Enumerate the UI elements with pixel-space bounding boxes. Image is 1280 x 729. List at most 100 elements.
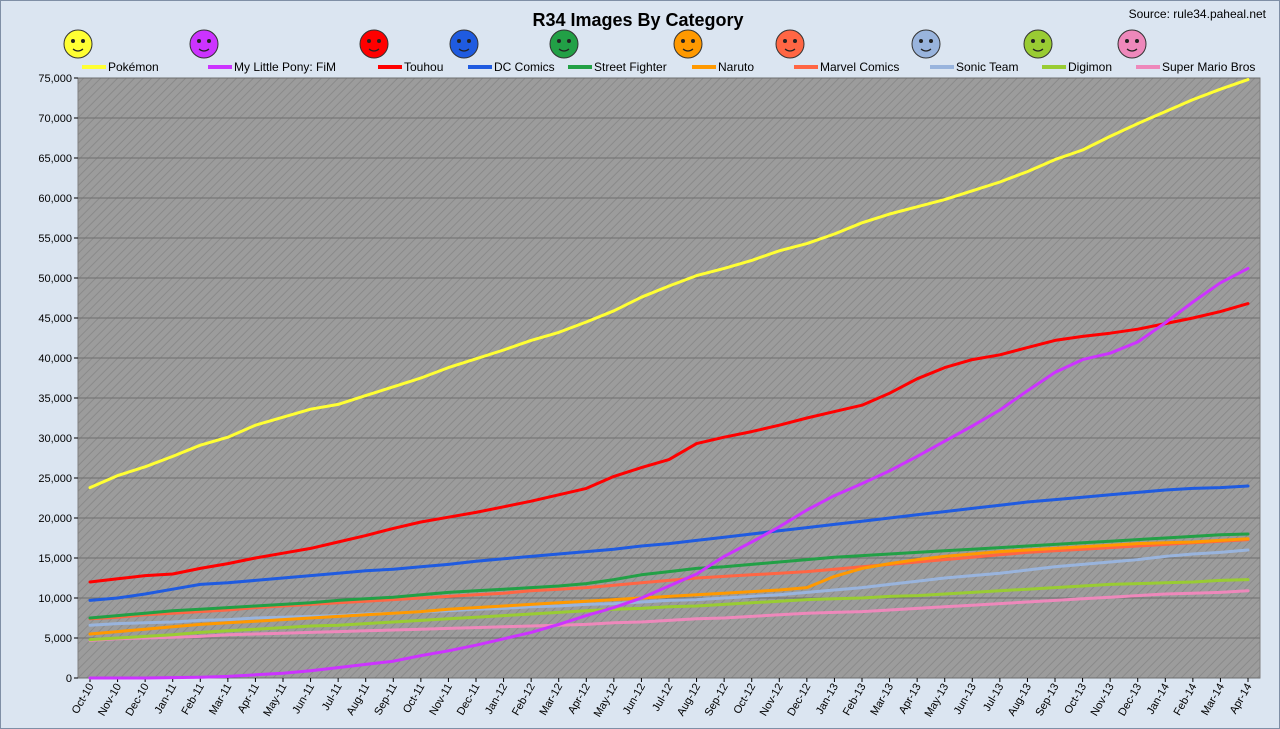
legend-item-super-mario-bros[interactable]: Super Mario Bros bbox=[1117, 29, 1255, 74]
series-line-pok-mon bbox=[88, 78, 1250, 490]
x-tick-label: Feb-14 bbox=[1172, 682, 1200, 718]
x-tick-label: Feb-13 bbox=[841, 682, 869, 718]
x-tick-label: Jun-11 bbox=[290, 682, 317, 716]
x-tick-label: Dec-11 bbox=[455, 682, 483, 718]
series-line-digimon bbox=[88, 578, 1250, 642]
series-line-dc-comics bbox=[88, 484, 1250, 602]
x-tick-label: Jan-14 bbox=[1145, 682, 1172, 717]
x-tick-label: Oct-10 bbox=[70, 682, 97, 717]
y-tick-label: 20,000 bbox=[38, 513, 72, 525]
x-tick-label: Jan-13 bbox=[814, 682, 841, 717]
x-tick-label: Nov-10 bbox=[96, 682, 124, 719]
y-tick-label: 5,000 bbox=[44, 633, 72, 645]
x-tick-label: Jun-13 bbox=[952, 682, 979, 717]
gridlines bbox=[78, 77, 1260, 679]
legend-label: Pokémon bbox=[108, 60, 159, 74]
x-tick-label: Oct-13 bbox=[1062, 682, 1089, 717]
legend-label: Super Mario Bros bbox=[1162, 60, 1255, 74]
legend-label: Digimon bbox=[1068, 60, 1112, 74]
series-line-street-fighter bbox=[88, 532, 1250, 620]
y-tick-label: 10,000 bbox=[38, 593, 72, 605]
legend-item-my-little-pony-fim[interactable]: My Little Pony: FiM bbox=[189, 29, 336, 74]
x-tick-label: Nov-12 bbox=[758, 682, 786, 719]
x-tick-label: Aug-13 bbox=[1006, 682, 1034, 719]
legend-item-naruto[interactable]: Naruto bbox=[673, 29, 754, 74]
peach-icon bbox=[1117, 29, 1147, 59]
x-tick-label: Sep-11 bbox=[372, 682, 400, 718]
legend-item-touhou[interactable]: Touhou bbox=[359, 29, 443, 74]
plot-area bbox=[77, 77, 1261, 679]
series-line-naruto bbox=[88, 537, 1250, 636]
legend-item-sonic-team[interactable]: Sonic Team bbox=[911, 29, 1018, 74]
sonic-icon bbox=[911, 29, 941, 59]
x-tick-label: Apr-14 bbox=[1228, 682, 1255, 717]
chart-title: R34 Images By Category bbox=[532, 10, 743, 30]
touhou-icon bbox=[359, 29, 389, 59]
y-axis-ticks: 0 5,000 10,000 15,000 20,000 25,000 30,000 35,0… bbox=[38, 73, 78, 685]
legend-label: Marvel Comics bbox=[820, 60, 899, 74]
naruto-icon bbox=[673, 29, 703, 59]
x-tick-label: Aug-12 bbox=[675, 682, 703, 719]
y-tick-label: 60,000 bbox=[38, 193, 72, 205]
y-tick-label: 35,000 bbox=[38, 393, 72, 405]
y-tick-label: 30,000 bbox=[38, 433, 72, 445]
chunli-icon bbox=[549, 29, 579, 59]
legend-label: Street Fighter bbox=[594, 60, 667, 74]
y-tick-label: 70,000 bbox=[38, 113, 72, 125]
batman-icon bbox=[449, 29, 479, 59]
x-axis-ticks: Oct-10 Nov-10 Dec-10 Jan-11 Feb-11 Mar-11 Apr-… bbox=[70, 678, 1255, 719]
legend-item-street-fighter[interactable]: Street Fighter bbox=[549, 29, 667, 74]
series-line-super-mario-bros bbox=[88, 589, 1250, 642]
x-tick-label: Apr-13 bbox=[897, 682, 924, 717]
wolverine-icon bbox=[775, 29, 805, 59]
legend-label: My Little Pony: FiM bbox=[234, 60, 336, 74]
pikachu-icon bbox=[63, 29, 93, 59]
renamon-icon bbox=[1023, 29, 1053, 59]
series-line-my-little-pony-fim bbox=[88, 266, 1250, 680]
y-tick-label: 45,000 bbox=[38, 313, 72, 325]
chart-source: Source: rule34.paheal.net bbox=[1129, 7, 1267, 21]
legend-label: DC Comics bbox=[494, 60, 555, 74]
x-tick-label: Jul-11 bbox=[320, 682, 345, 713]
x-tick-label: Jul-12 bbox=[650, 682, 675, 714]
legend-label: Sonic Team bbox=[956, 60, 1018, 74]
x-tick-label: Nov-11 bbox=[427, 682, 455, 718]
x-tick-label: May-12 bbox=[592, 682, 621, 720]
y-tick-label: 25,000 bbox=[38, 473, 72, 485]
x-tick-label: Mar-12 bbox=[537, 682, 565, 718]
x-tick-label: Oct-11 bbox=[401, 682, 427, 716]
x-tick-label: Feb-11 bbox=[179, 682, 206, 717]
x-tick-label: Mar-14 bbox=[1199, 682, 1227, 718]
series-line-sonic-team bbox=[88, 548, 1250, 627]
x-tick-label: Jul-13 bbox=[981, 682, 1006, 714]
x-tick-label: Mar-11 bbox=[207, 682, 234, 717]
x-tick-label: Apr-11 bbox=[236, 682, 262, 716]
legend: Pokémon My Little Pony: FiM Touhou DC Comic… bbox=[63, 29, 1255, 74]
x-tick-label: May-13 bbox=[923, 682, 952, 720]
x-tick-label: Dec-10 bbox=[124, 682, 152, 719]
x-tick-label: Aug-11 bbox=[345, 682, 373, 718]
legend-item-digimon[interactable]: Digimon bbox=[1023, 29, 1112, 74]
legend-item-dc-comics[interactable]: DC Comics bbox=[449, 29, 555, 74]
x-tick-label: Sep-13 bbox=[1033, 682, 1061, 719]
x-tick-label: Nov-13 bbox=[1089, 682, 1117, 719]
legend-item-marvel-comics[interactable]: Marvel Comics bbox=[775, 29, 899, 74]
x-tick-label: Feb-12 bbox=[510, 682, 538, 718]
series-line-marvel-comics bbox=[88, 538, 1250, 621]
y-tick-label: 65,000 bbox=[38, 153, 72, 165]
x-tick-label: Oct-12 bbox=[731, 682, 758, 717]
x-tick-label: May-11 bbox=[261, 682, 289, 719]
y-tick-label: 50,000 bbox=[38, 273, 72, 285]
x-tick-label: Apr-12 bbox=[566, 682, 593, 717]
x-tick-label: Mar-13 bbox=[868, 682, 896, 718]
y-tick-label: 0 bbox=[66, 673, 72, 685]
pony-icon bbox=[189, 29, 219, 59]
x-tick-label: Jun-12 bbox=[621, 682, 648, 717]
y-tick-label: 55,000 bbox=[38, 233, 72, 245]
x-tick-label: Sep-12 bbox=[703, 682, 731, 719]
y-tick-label: 75,000 bbox=[38, 73, 72, 85]
x-tick-label: Jan-12 bbox=[483, 682, 510, 717]
y-tick-label: 40,000 bbox=[38, 353, 72, 365]
legend-item-pok-mon[interactable]: Pokémon bbox=[63, 29, 159, 74]
